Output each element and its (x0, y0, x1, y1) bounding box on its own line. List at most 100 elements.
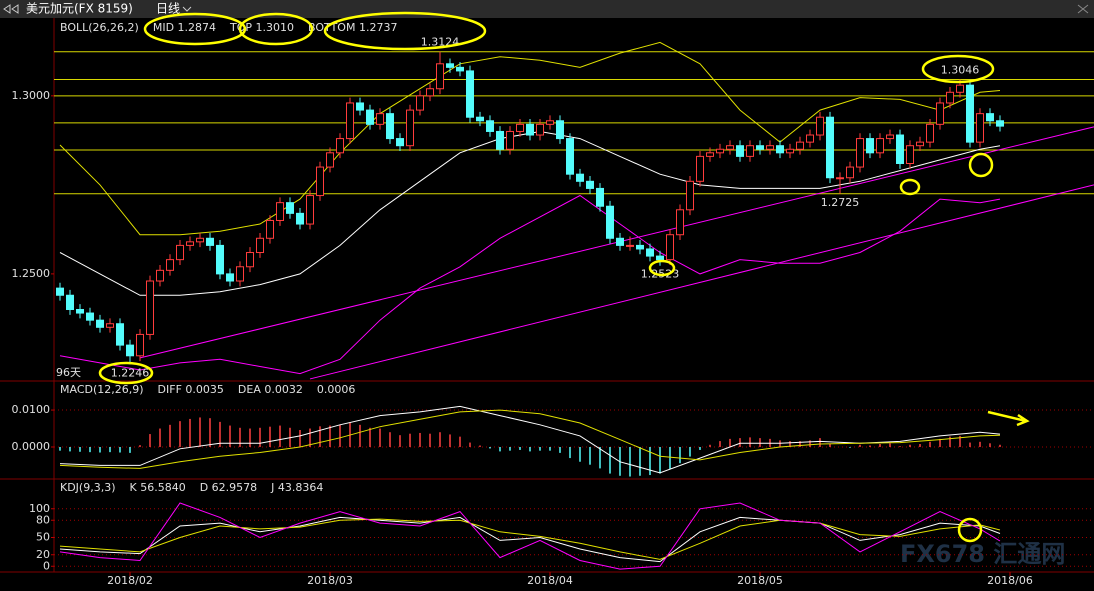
legend-entry: MID 1.2874 (153, 21, 216, 34)
candle-body (766, 145, 774, 150)
candle-body (636, 244, 644, 250)
candle-body (156, 269, 164, 282)
candle-body (786, 148, 794, 154)
candle-body (686, 180, 694, 211)
candle-body (356, 102, 364, 111)
watermark: FX678 汇通网 (900, 540, 1065, 568)
legend-title: KDJ(9,3,3) (60, 481, 116, 494)
candle-body (116, 323, 124, 346)
candle-body (846, 166, 854, 179)
candle-body (106, 323, 114, 328)
price-annotation: 1.2725 (821, 196, 860, 209)
x-tick-label: 2018/05 (737, 574, 783, 587)
series-line (59, 502, 1001, 570)
candle-body (506, 130, 514, 150)
candle-body (746, 145, 754, 157)
dropdown-arrow[interactable] (182, 6, 192, 12)
candle-body (176, 244, 184, 261)
candle-body (646, 248, 654, 257)
candle-body (576, 173, 584, 182)
candle-body (606, 205, 614, 239)
y-tick-label: 1.2500 (12, 267, 51, 280)
arrow (987, 410, 1030, 427)
candle-body (236, 266, 244, 282)
y-tick-label: 100 (29, 502, 50, 515)
candle-body (986, 113, 994, 122)
candle-body (906, 145, 914, 165)
candle-body (206, 237, 214, 246)
candle-body (266, 219, 274, 239)
candle-body (536, 123, 544, 136)
candle-body (276, 202, 284, 221)
candle-body (96, 319, 104, 328)
candle-body (546, 120, 554, 125)
candle-body (256, 237, 264, 254)
toolbar-icon[interactable] (3, 4, 19, 14)
highlight-ellipse (143, 12, 247, 46)
candle-body (566, 138, 574, 175)
candle-body (196, 237, 204, 243)
series-line (59, 41, 1001, 236)
close-icon[interactable] (1077, 4, 1089, 14)
candle-body (136, 333, 144, 357)
candle-body (446, 63, 454, 68)
candle-body (926, 123, 934, 143)
annotations-overlay (98, 11, 1030, 543)
candle-body (366, 109, 374, 125)
candle-body (696, 155, 704, 182)
candle-body (316, 166, 324, 197)
candle-body (996, 120, 1004, 127)
candle-body (716, 148, 724, 154)
candle-body (776, 145, 784, 154)
candle-body (916, 141, 924, 147)
candle-body (896, 134, 904, 165)
highlight-ellipse (238, 12, 314, 46)
candle-body (826, 116, 834, 179)
highlight-ellipse (899, 178, 921, 196)
highlight-ellipse (648, 259, 676, 277)
x-tick-label: 2018/02 (107, 574, 153, 587)
trendline (309, 184, 1094, 380)
candle-body (146, 280, 154, 335)
highlight-ellipse (323, 11, 487, 51)
period-selector[interactable]: 日线 (156, 2, 180, 16)
series-line (59, 516, 1001, 563)
highlight-ellipse (921, 54, 995, 84)
candle-body (226, 273, 234, 282)
candle-body (866, 138, 874, 154)
candle-body (836, 177, 844, 180)
candle-body (286, 202, 294, 214)
x-tick-label: 2018/04 (527, 574, 573, 587)
price-annotation: 1.2246 (111, 366, 150, 379)
series-line (59, 194, 1001, 375)
y-tick-label: 80 (36, 513, 50, 526)
highlight-ellipse (98, 361, 154, 385)
candle-body (616, 237, 624, 246)
candle-body (886, 134, 894, 140)
legend-entry: 0.0006 (317, 383, 356, 396)
candle-body (956, 84, 964, 93)
y-tick-label: 1.3000 (12, 89, 51, 102)
y-tick-label: 0.0100 (12, 403, 51, 416)
candle-body (726, 145, 734, 150)
legend-title: BOLL(26,26,2) (60, 21, 139, 34)
legend-entry: D 62.9578 (200, 481, 257, 494)
candle-body (706, 152, 714, 157)
legend-entry: DIFF 0.0035 (158, 383, 224, 396)
candle-body (186, 241, 194, 246)
candle-body (416, 95, 424, 111)
candle-body (946, 91, 954, 104)
y-tick-label: 0.0000 (12, 440, 51, 453)
candle-body (556, 120, 564, 140)
x-tick-label: 2018/06 (987, 574, 1033, 587)
candle-body (216, 244, 224, 275)
candle-body (976, 113, 984, 143)
candle-body (966, 84, 974, 143)
candle-body (166, 259, 174, 271)
candle-body (426, 88, 434, 97)
candle-body (626, 244, 634, 247)
candle-body (796, 141, 804, 150)
candle-body (336, 138, 344, 154)
candle-body (456, 66, 464, 72)
